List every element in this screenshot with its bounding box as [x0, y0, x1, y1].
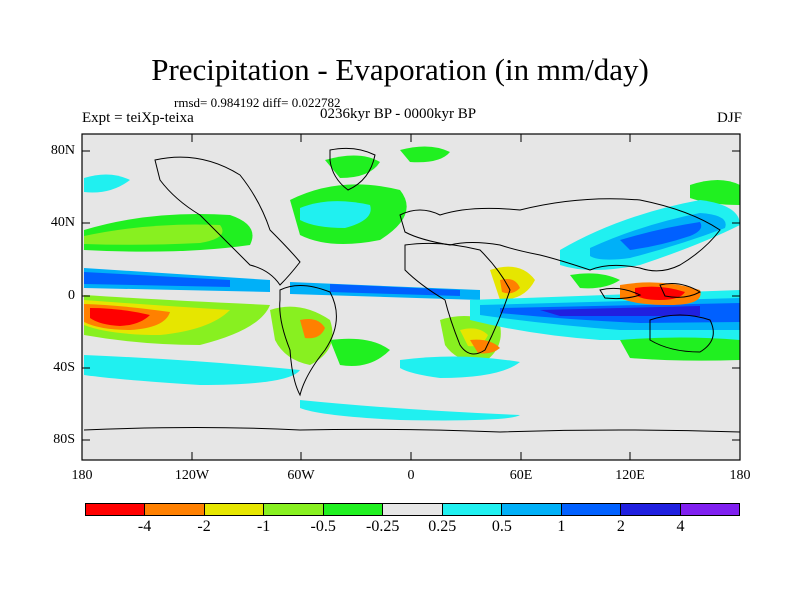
- colorbar-label: 4: [676, 518, 685, 535]
- coastlines: [83, 147, 741, 433]
- y-label-40s: 40S: [53, 360, 75, 375]
- x-label-0: 0: [407, 468, 415, 483]
- colorbar-swatch: [680, 504, 739, 515]
- y-label-40n: 40N: [50, 215, 75, 230]
- experiment-label: Expt = teiXp-teixa: [82, 110, 194, 126]
- page-title: Precipitation - Evaporation (in mm/day): [151, 52, 649, 87]
- colorbar-label: 1: [557, 518, 566, 535]
- colorbar-label: -1: [256, 518, 271, 535]
- x-label-120e: 120E: [615, 468, 645, 483]
- colorbar-label: 2: [616, 518, 625, 535]
- x-label-180w: 180: [71, 468, 93, 483]
- colorbar-swatch: [621, 504, 681, 515]
- colorbar-label: -2: [197, 518, 211, 535]
- colorbar-label: -4: [137, 518, 152, 535]
- colorbar-swatch: [383, 504, 443, 515]
- x-label-180e: 180: [729, 468, 751, 483]
- colorbar-swatch: [502, 504, 562, 515]
- stats-text: rmsd= 0.984192 diff= 0.022782: [174, 95, 341, 110]
- colorbar-swatch: [561, 504, 622, 515]
- colorbar-swatch: [442, 504, 503, 515]
- colorbar-label: 0.25: [428, 518, 457, 535]
- precip-evap-field: [84, 146, 740, 421]
- colorbar-label: -0.5: [310, 518, 336, 535]
- y-label-80n: 80N: [50, 143, 75, 158]
- colorbar-swatch: [204, 504, 265, 515]
- colorbar: [85, 503, 740, 516]
- axis-ticks: [82, 134, 740, 460]
- colorbar-label: -0.25: [366, 518, 400, 535]
- colorbar-label: 0.5: [491, 518, 512, 535]
- season-label: DJF: [716, 110, 742, 126]
- x-label-120w: 120W: [174, 468, 210, 483]
- colorbar-swatch: [264, 504, 324, 515]
- colorbar-swatch: [86, 504, 146, 515]
- colorbar-swatch: [145, 504, 205, 515]
- y-label-0: 0: [68, 288, 75, 303]
- y-label-80s: 80S: [53, 432, 75, 447]
- period-label: 0236kyr BP - 0000kyr BP: [320, 106, 477, 122]
- x-label-60w: 60W: [287, 468, 315, 483]
- colorbar-swatch: [323, 504, 384, 515]
- x-label-60e: 60E: [509, 468, 533, 483]
